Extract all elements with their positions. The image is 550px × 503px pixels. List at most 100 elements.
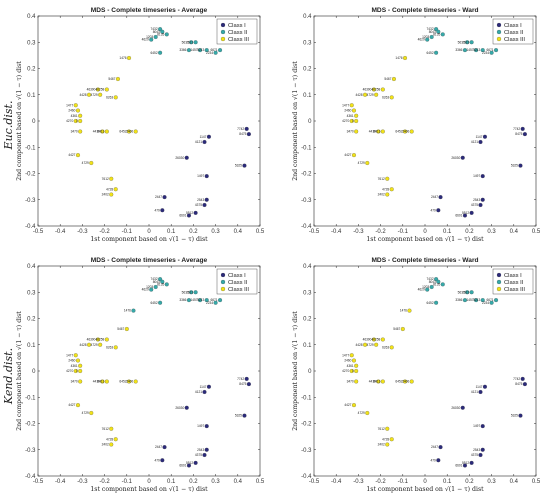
legend-entry: Class II	[504, 280, 524, 286]
point-label: 5213	[473, 298, 480, 302]
x-tick-label: 0.5	[256, 479, 265, 485]
point-label: 46258	[371, 338, 380, 342]
data-point	[462, 48, 467, 53]
x-tick-label: 0.4	[234, 229, 243, 235]
data-point	[242, 413, 247, 418]
point-label: 3366	[179, 48, 186, 52]
legend-entry: Class I	[504, 23, 522, 29]
data-point	[193, 290, 198, 295]
legend-entry: Class II	[504, 30, 524, 36]
point-label: 4728	[382, 187, 389, 191]
point-label: 1203	[146, 285, 153, 289]
data-point	[349, 353, 354, 358]
y-tick-label: -0.3	[25, 448, 36, 454]
data-point	[478, 389, 483, 395]
y-tick-label: 0.3	[303, 290, 312, 296]
point-label: 3470	[71, 130, 78, 134]
point-label: 4728	[382, 437, 389, 441]
y-tick-label: -0.3	[301, 448, 312, 454]
data-point	[520, 376, 525, 381]
data-point	[184, 155, 189, 160]
data-point	[73, 353, 78, 358]
data-point	[376, 379, 381, 384]
data-point	[462, 298, 467, 303]
point-label: 8135	[433, 282, 440, 286]
point-label: 4270	[342, 119, 349, 123]
y-tick-label: 0.1	[303, 93, 312, 99]
data-point	[518, 413, 523, 418]
point-label: 2447	[431, 195, 438, 199]
legend-marker	[496, 36, 502, 42]
data-point	[385, 176, 390, 181]
data-point	[494, 298, 499, 303]
point-label: 0	[352, 369, 354, 373]
data-point	[113, 437, 118, 442]
point-label: 5213	[473, 48, 480, 52]
point-label: 7432	[427, 277, 434, 281]
point-label: 2460	[68, 359, 75, 363]
data-point	[462, 213, 467, 218]
x-tick-label: -0.1	[398, 229, 409, 235]
data-point	[78, 379, 83, 384]
y-tick-label: 0	[308, 119, 312, 125]
data-point	[460, 405, 465, 410]
data-point	[75, 108, 80, 113]
x-tick-label: -0.5	[309, 479, 320, 485]
y-tick-label: 0.2	[303, 67, 312, 73]
data-point	[469, 460, 474, 465]
point-label: 479	[154, 458, 160, 462]
data-point	[126, 55, 132, 61]
point-label: 1476	[124, 309, 131, 313]
data-point	[218, 298, 223, 303]
y-tick-label: 0.2	[303, 317, 312, 323]
legend-marker	[220, 286, 226, 292]
data-point	[380, 379, 385, 384]
point-label: 5467	[117, 327, 124, 331]
x-tick-label: 0.5	[532, 229, 541, 235]
data-point	[104, 379, 109, 384]
data-point	[354, 379, 359, 384]
data-point	[436, 29, 441, 34]
data-point	[204, 197, 209, 202]
legend-marker	[496, 286, 502, 292]
point-label: 8135	[157, 32, 164, 36]
point-label: 5512	[186, 461, 193, 465]
point-label: 8043	[429, 280, 436, 284]
point-label: 1497	[473, 174, 480, 178]
data-point	[204, 48, 209, 53]
data-point	[75, 403, 80, 408]
point-label: 2406	[126, 380, 133, 384]
point-label: 4361	[71, 364, 78, 368]
x-tick-label: 0.1	[443, 479, 452, 485]
point-label: 4121	[195, 390, 202, 394]
data-point	[133, 129, 138, 134]
point-label: 4728	[106, 187, 113, 191]
x-tick-label: -0.2	[99, 229, 110, 235]
point-label: 0	[76, 369, 78, 373]
data-point	[186, 48, 191, 53]
data-point	[244, 126, 249, 131]
point-label: 7612	[102, 177, 109, 181]
data-point	[438, 445, 443, 450]
point-label: 5325	[235, 414, 242, 418]
data-point	[374, 342, 379, 347]
point-label: 8475	[239, 382, 246, 386]
data-point	[522, 132, 527, 137]
x-tick-label: -0.4	[55, 479, 66, 485]
point-label: 8043	[153, 280, 160, 284]
x-tick-label: 0	[423, 229, 427, 235]
data-point	[460, 155, 465, 160]
point-label: 46258	[95, 338, 104, 342]
point-label: 2234	[482, 301, 489, 305]
data-point	[126, 379, 132, 384]
data-point	[480, 298, 485, 303]
point-label: 46258	[95, 88, 104, 92]
x-tick-label: -0.5	[33, 229, 44, 235]
legend-marker	[220, 29, 226, 35]
data-point	[100, 379, 105, 384]
x-tick-label: -0.4	[55, 229, 66, 235]
data-point	[149, 287, 154, 292]
point-label: 2402	[378, 443, 385, 447]
point-label: 1147	[476, 135, 483, 139]
x-tick-label: -0.5	[309, 229, 320, 235]
